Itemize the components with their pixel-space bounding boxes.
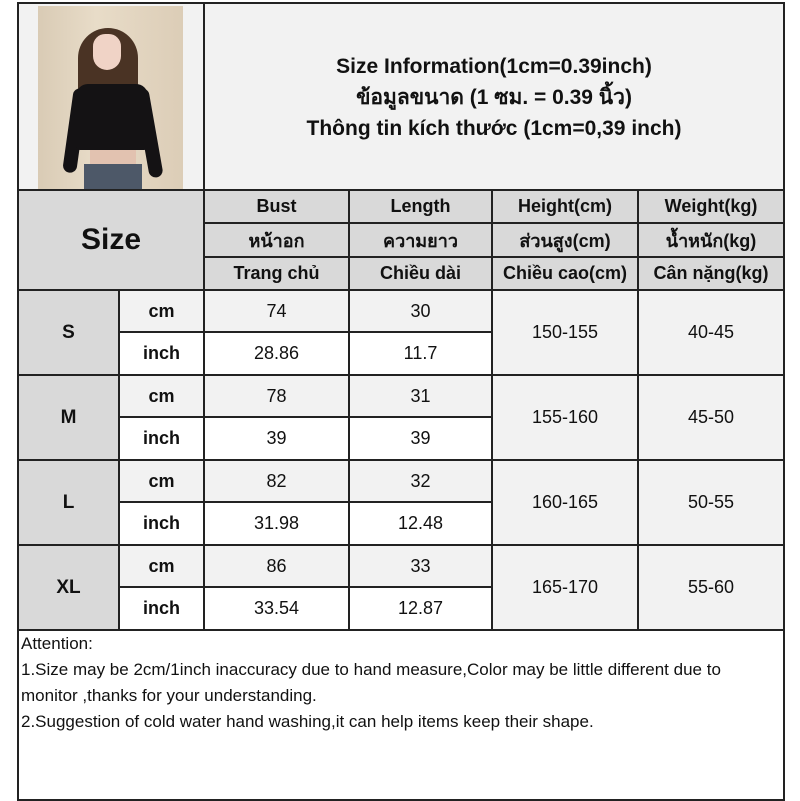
weight-range: 45-50: [636, 374, 786, 461]
height-range: 150-155: [491, 289, 639, 376]
table-row: inch 28.86 11.7: [18, 331, 784, 376]
weight-range: 40-45: [636, 289, 786, 376]
length-inch: 39: [348, 416, 493, 461]
length-cm: 32: [348, 459, 493, 503]
size-chart-table: Size Information(1cm=0.39inch) ข้อมูลขนา…: [16, 2, 786, 801]
unit-label: inch: [118, 586, 205, 631]
col-length-vi: Chiều dài: [348, 256, 493, 291]
col-bust-vi: Trang chủ: [203, 256, 350, 291]
col-bust-th: หน้าอก: [203, 222, 350, 258]
unit-label: cm: [118, 459, 205, 503]
size-label: L: [17, 459, 120, 546]
bust-inch: 33.54: [203, 586, 350, 631]
length-cm: 33: [348, 544, 493, 588]
col-height-th: ส่วนสูง(cm): [491, 222, 639, 258]
table-row: inch 33.54 12.87: [18, 586, 784, 631]
bust-inch: 31.98: [203, 501, 350, 546]
size-label: S: [17, 289, 120, 376]
col-height-en: Height(cm): [491, 189, 639, 224]
unit-label: inch: [118, 331, 205, 376]
product-photo-cell: [17, 2, 205, 191]
col-weight-th: น้ำหนัก(kg): [636, 222, 786, 258]
title-vietnamese: Thông tin kích thước (1cm=0,39 inch): [306, 117, 682, 140]
length-inch: 11.7: [348, 331, 493, 376]
bust-cm: 86: [203, 544, 350, 588]
unit-label: inch: [118, 416, 205, 461]
table-row: inch 39 39: [18, 416, 784, 461]
title-english: Size Information(1cm=0.39inch): [336, 55, 652, 78]
bust-inch: 39: [203, 416, 350, 461]
weight-range: 50-55: [636, 459, 786, 546]
attention-note-1: 1.Size may be 2cm/1inch inaccuracy due t…: [21, 660, 721, 705]
table-row: XL cm 86 33 165-170 55-60: [17, 544, 786, 631]
size-label: M: [17, 374, 120, 461]
attention-notes: Attention: 1.Size may be 2cm/1inch inacc…: [16, 629, 786, 801]
length-cm: 31: [348, 374, 493, 418]
weight-range: 55-60: [636, 544, 786, 631]
bust-inch: 28.86: [203, 331, 350, 376]
col-height-vi: Chiều cao(cm): [491, 256, 639, 291]
size-header: Size: [17, 189, 205, 291]
col-bust-en: Bust: [203, 189, 350, 224]
attention-heading: Attention:: [21, 634, 93, 653]
col-weight-vi: Cân nặng(kg): [636, 256, 786, 291]
bust-cm: 78: [203, 374, 350, 418]
unit-label: inch: [118, 501, 205, 546]
unit-label: cm: [118, 374, 205, 418]
unit-label: cm: [118, 289, 205, 333]
col-length-th: ความยาว: [348, 222, 493, 258]
title-thai: ข้อมูลขนาด (1 ซม. = 0.39 นิ้ว): [356, 86, 632, 109]
height-range: 155-160: [491, 374, 639, 461]
bust-cm: 74: [203, 289, 350, 333]
table-row: inch 31.98 12.48: [18, 501, 784, 546]
height-range: 160-165: [491, 459, 639, 546]
col-weight-en: Weight(kg): [636, 189, 786, 224]
product-photo: [38, 6, 183, 189]
unit-label: cm: [118, 544, 205, 588]
length-cm: 30: [348, 289, 493, 333]
size-label: XL: [17, 544, 120, 631]
size-info-title: Size Information(1cm=0.39inch) ข้อมูลขนา…: [202, 2, 786, 191]
attention-note-2: 2.Suggestion of cold water hand washing,…: [21, 712, 594, 731]
bust-cm: 82: [203, 459, 350, 503]
length-inch: 12.87: [348, 586, 493, 631]
length-inch: 12.48: [348, 501, 493, 546]
height-range: 165-170: [491, 544, 639, 631]
col-length-en: Length: [348, 189, 493, 224]
